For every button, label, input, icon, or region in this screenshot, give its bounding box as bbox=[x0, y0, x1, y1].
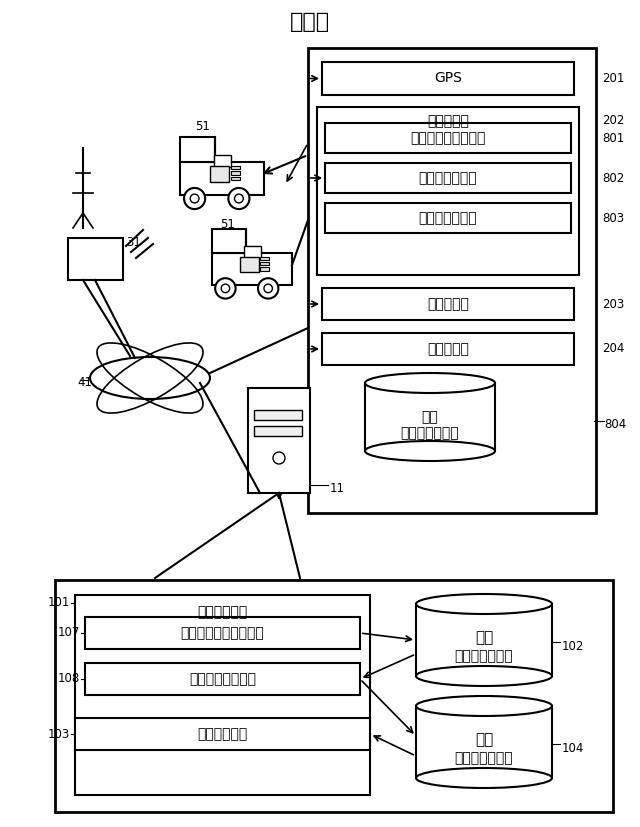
Circle shape bbox=[184, 188, 205, 209]
Text: 803: 803 bbox=[602, 212, 624, 224]
Text: 108: 108 bbox=[58, 672, 80, 686]
Text: ハードディスク: ハードディスク bbox=[454, 649, 513, 663]
Ellipse shape bbox=[416, 594, 552, 614]
Text: 31: 31 bbox=[126, 237, 141, 250]
Text: 804: 804 bbox=[604, 418, 627, 432]
Text: 204: 204 bbox=[602, 342, 625, 356]
Ellipse shape bbox=[90, 357, 210, 399]
Text: 41: 41 bbox=[77, 376, 92, 390]
Text: 走行道路特定部: 走行道路特定部 bbox=[419, 171, 477, 185]
Bar bbox=[214, 155, 231, 167]
Bar bbox=[231, 166, 239, 170]
Circle shape bbox=[228, 188, 250, 209]
Text: 第２: 第２ bbox=[475, 733, 493, 748]
Bar bbox=[248, 388, 310, 493]
Text: 旅行時間データ調整部: 旅行時間データ調整部 bbox=[180, 626, 264, 640]
Bar bbox=[416, 604, 552, 676]
Bar bbox=[322, 288, 574, 320]
Bar bbox=[254, 426, 302, 436]
Text: 201: 201 bbox=[602, 72, 625, 85]
Ellipse shape bbox=[416, 768, 552, 788]
Text: 第３: 第３ bbox=[422, 410, 438, 424]
Circle shape bbox=[264, 284, 273, 293]
Text: プローブ情報生成部: プローブ情報生成部 bbox=[410, 131, 486, 145]
Bar bbox=[325, 163, 571, 193]
Bar bbox=[416, 706, 552, 778]
Bar bbox=[68, 238, 123, 280]
Text: 202: 202 bbox=[602, 114, 625, 127]
Bar bbox=[322, 333, 574, 365]
Ellipse shape bbox=[416, 666, 552, 686]
Text: ハードディスク: ハードディスク bbox=[454, 751, 513, 765]
Text: 101: 101 bbox=[47, 596, 70, 609]
Circle shape bbox=[273, 452, 285, 464]
Bar bbox=[308, 48, 596, 513]
Text: 図１１: 図１１ bbox=[290, 12, 330, 32]
Text: 104: 104 bbox=[562, 742, 584, 754]
Bar bbox=[322, 62, 574, 95]
Bar bbox=[240, 257, 259, 272]
Circle shape bbox=[190, 194, 199, 203]
Bar bbox=[180, 137, 216, 161]
Bar bbox=[365, 383, 495, 451]
Bar bbox=[85, 617, 360, 649]
Bar bbox=[325, 123, 571, 153]
Bar bbox=[55, 580, 613, 812]
Bar bbox=[75, 718, 370, 750]
Text: 端末送信部: 端末送信部 bbox=[427, 342, 469, 356]
Text: ハードディスク: ハードディスク bbox=[401, 426, 460, 440]
Ellipse shape bbox=[416, 696, 552, 716]
Circle shape bbox=[221, 284, 230, 293]
Bar bbox=[212, 253, 292, 285]
Bar bbox=[260, 257, 269, 261]
Text: サーバ受信部: サーバ受信部 bbox=[197, 727, 248, 741]
Text: GPS: GPS bbox=[434, 71, 462, 85]
Text: 端末制御部: 端末制御部 bbox=[427, 114, 469, 128]
Bar bbox=[231, 176, 239, 180]
Bar bbox=[85, 663, 360, 695]
Bar bbox=[231, 171, 239, 174]
Bar bbox=[180, 161, 264, 195]
Text: 11: 11 bbox=[330, 481, 345, 495]
Text: サーバ制御部: サーバ制御部 bbox=[197, 605, 248, 619]
Text: 標本データ作成部: 標本データ作成部 bbox=[189, 672, 256, 686]
Text: 103: 103 bbox=[48, 728, 70, 740]
Text: 51: 51 bbox=[196, 121, 211, 133]
Text: 801: 801 bbox=[602, 131, 624, 145]
Circle shape bbox=[234, 194, 243, 203]
Text: 51: 51 bbox=[221, 218, 236, 232]
Circle shape bbox=[215, 278, 236, 299]
Text: 102: 102 bbox=[562, 639, 584, 653]
Bar bbox=[254, 410, 302, 420]
Bar bbox=[75, 595, 370, 795]
Bar bbox=[244, 246, 260, 258]
Text: 旅行時間算出部: 旅行時間算出部 bbox=[419, 211, 477, 225]
Bar bbox=[210, 166, 229, 182]
Bar bbox=[212, 229, 246, 253]
Circle shape bbox=[258, 278, 278, 299]
Text: 107: 107 bbox=[58, 627, 80, 639]
Text: 802: 802 bbox=[602, 171, 624, 184]
Bar bbox=[325, 203, 571, 233]
Text: 第１: 第１ bbox=[475, 630, 493, 646]
Ellipse shape bbox=[365, 373, 495, 393]
Bar bbox=[260, 267, 269, 270]
Bar bbox=[260, 262, 269, 265]
Text: 203: 203 bbox=[602, 298, 624, 310]
Ellipse shape bbox=[365, 441, 495, 461]
Bar bbox=[317, 107, 579, 275]
Text: 端末記憶部: 端末記憶部 bbox=[427, 297, 469, 311]
